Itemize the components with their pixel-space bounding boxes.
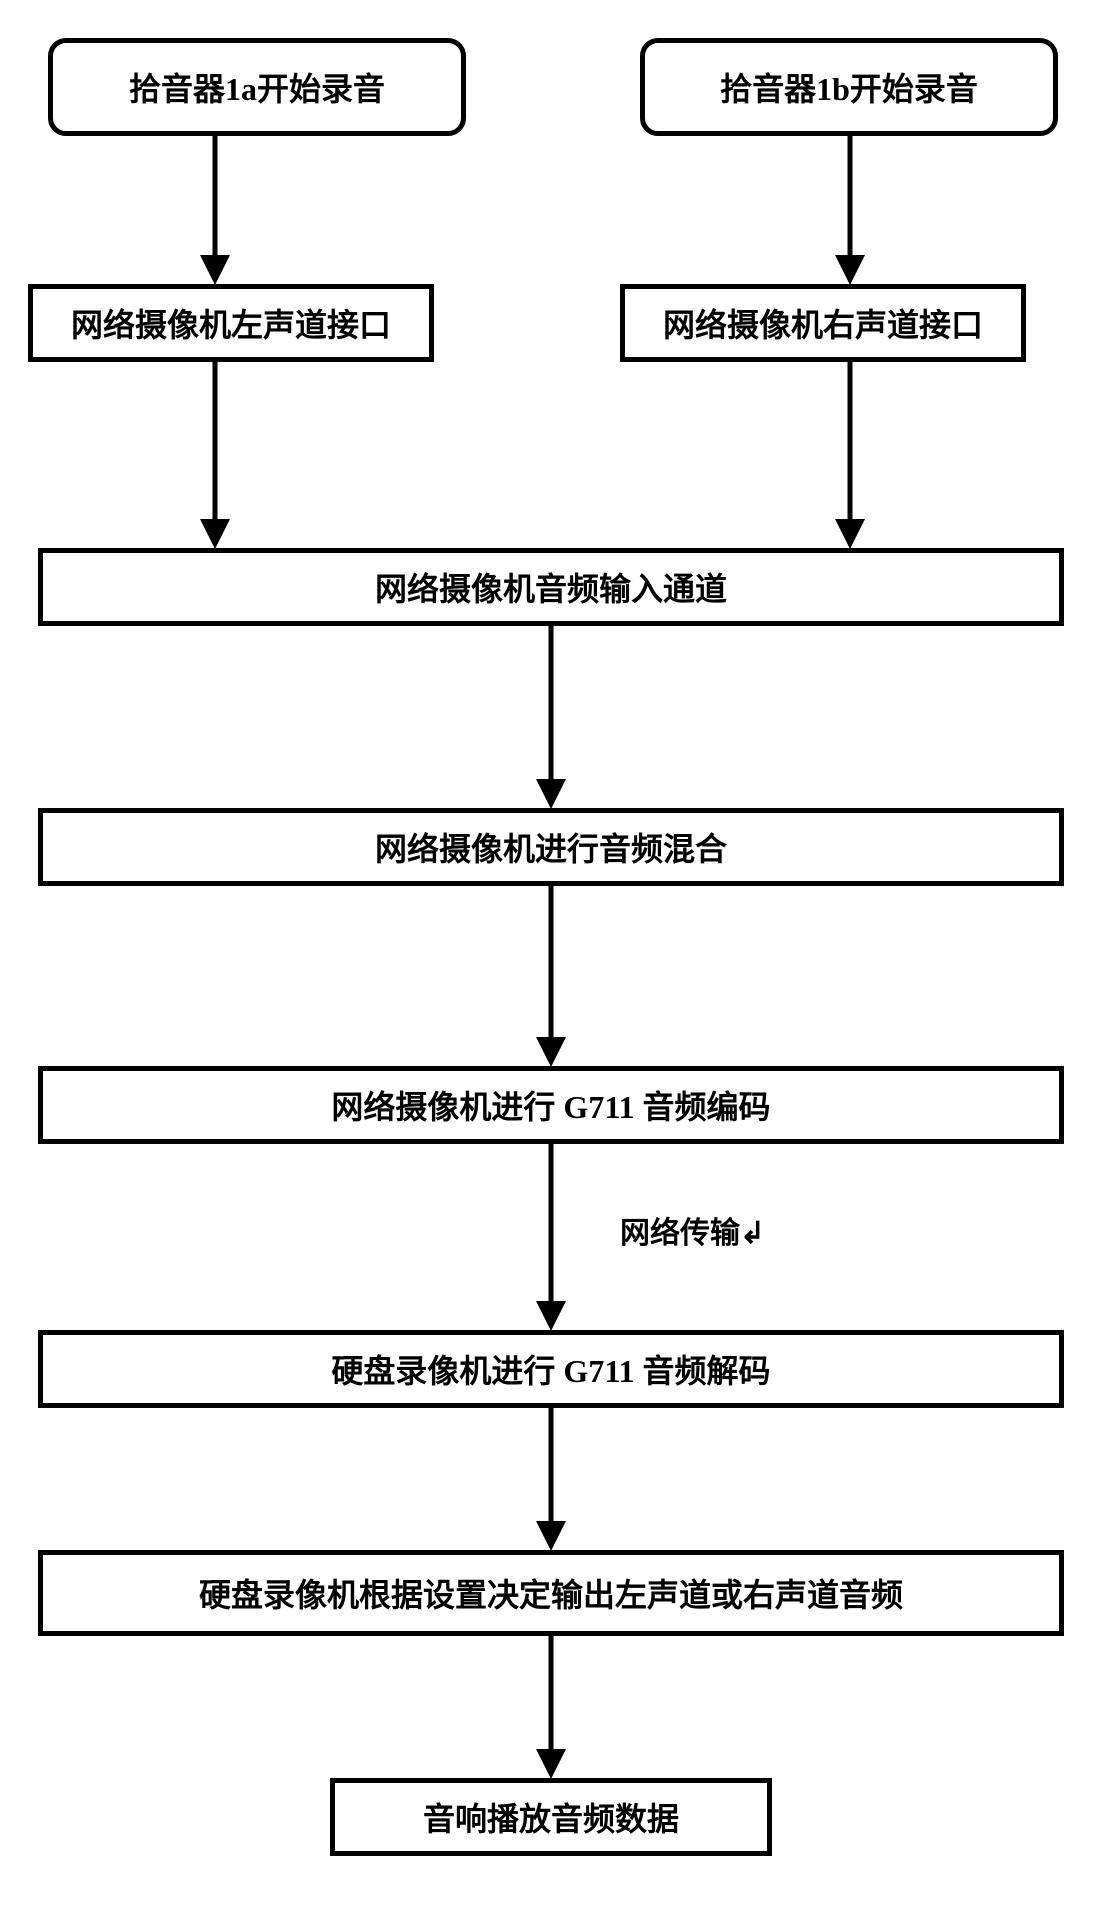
flow-node-n1a: 拾音器1a开始录音 bbox=[48, 38, 466, 136]
flow-node-n5: 网络摄像机进行 G711 音频编码 bbox=[38, 1066, 1064, 1144]
flow-node-label: 网络摄像机进行音频混合 bbox=[375, 824, 727, 870]
flow-node-n4: 网络摄像机进行音频混合 bbox=[38, 808, 1064, 886]
flow-node-n2a: 网络摄像机左声道接口 bbox=[28, 284, 434, 362]
flow-node-label: 硬盘录像机进行 G711 音频解码 bbox=[331, 1346, 770, 1392]
flow-node-label: 网络摄像机进行 G711 音频编码 bbox=[331, 1082, 770, 1128]
flow-edge-label: 网络传输↲ bbox=[620, 1208, 765, 1252]
flow-node-n6: 硬盘录像机进行 G711 音频解码 bbox=[38, 1330, 1064, 1408]
flow-node-n3: 网络摄像机音频输入通道 bbox=[38, 548, 1064, 626]
flow-node-label: 音响播放音频数据 bbox=[423, 1794, 679, 1840]
flow-node-label: 硬盘录像机根据设置决定输出左声道或右声道音频 bbox=[199, 1570, 903, 1616]
flow-node-label: 拾音器1b开始录音 bbox=[720, 64, 978, 110]
flow-node-label: 网络摄像机音频输入通道 bbox=[375, 564, 727, 610]
flow-node-n7: 硬盘录像机根据设置决定输出左声道或右声道音频 bbox=[38, 1550, 1064, 1636]
flow-node-label: 网络摄像机右声道接口 bbox=[663, 300, 983, 346]
flow-node-n1b: 拾音器1b开始录音 bbox=[640, 38, 1058, 136]
flow-node-n2b: 网络摄像机右声道接口 bbox=[620, 284, 1026, 362]
flow-node-n8: 音响播放音频数据 bbox=[330, 1778, 772, 1856]
flow-node-label: 拾音器1a开始录音 bbox=[129, 64, 385, 110]
flow-node-label: 网络摄像机左声道接口 bbox=[71, 300, 391, 346]
flowchart-canvas: 拾音器1a开始录音 拾音器1b开始录音网络摄像机左声道接口 网络摄像机右声道接口网络… bbox=[0, 0, 1120, 1911]
